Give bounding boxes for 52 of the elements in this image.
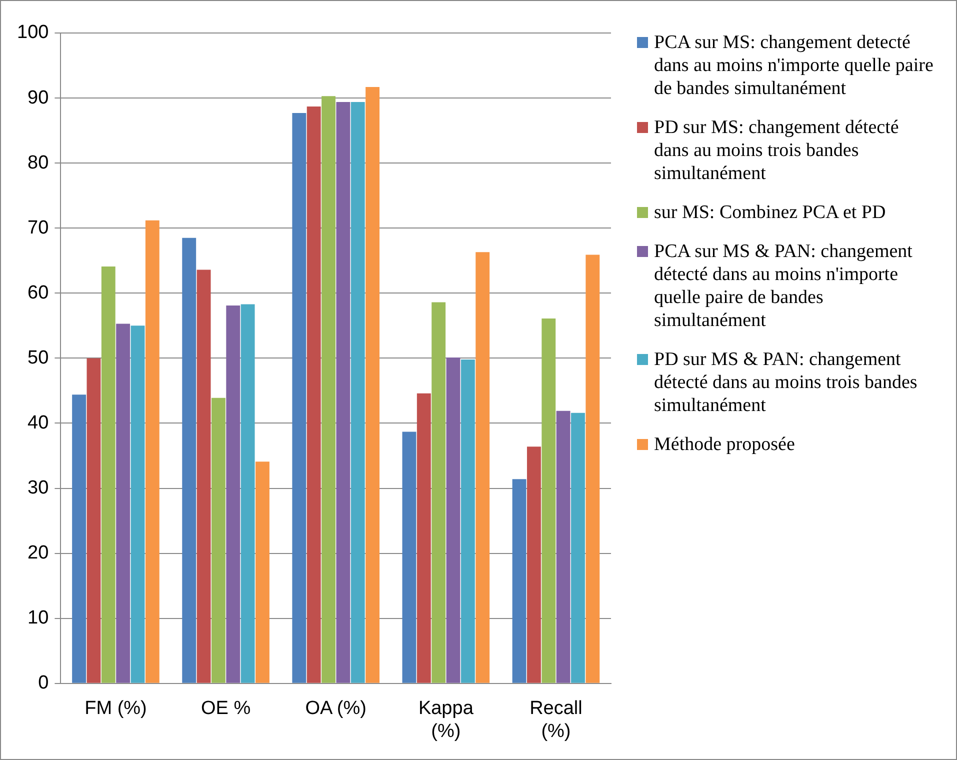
y-tick-label: 50 xyxy=(28,347,49,368)
y-tick-label: 40 xyxy=(28,412,49,434)
y-tick-label: 80 xyxy=(28,152,49,174)
bar xyxy=(130,326,145,683)
bar xyxy=(240,304,255,683)
bar xyxy=(86,358,101,683)
bar xyxy=(182,238,196,683)
bar xyxy=(350,102,365,683)
x-tick-label: Recall (%) xyxy=(530,698,582,742)
x-tick-label: Kappa (%) xyxy=(418,698,474,742)
legend-label: Méthode proposée xyxy=(654,433,795,456)
bar xyxy=(446,358,460,683)
bar xyxy=(322,96,336,683)
x-tick-label: OE % xyxy=(200,698,251,720)
legend-label: PD sur MS & PAN: changement détecté dans au moins trois bandes simultanément xyxy=(654,348,918,417)
y-tick-label: 90 xyxy=(28,87,49,108)
bar xyxy=(211,398,226,683)
bar xyxy=(336,102,350,683)
y-tick-label: 60 xyxy=(28,282,49,304)
bar xyxy=(432,302,446,683)
bar xyxy=(366,86,380,683)
bar xyxy=(116,324,130,683)
y-tick-label: 20 xyxy=(28,542,49,564)
y-tick-label: 10 xyxy=(28,608,49,629)
legend-label: PD sur MS: changement détecté dans au moins trois bandes simultanément xyxy=(654,116,900,185)
bar xyxy=(571,412,585,683)
bar xyxy=(586,254,600,683)
bar xyxy=(460,360,475,683)
bar xyxy=(476,252,490,683)
bar xyxy=(416,393,431,683)
x-tick-label: OA (%) xyxy=(305,698,366,720)
legend-label: sur MS: Combinez PCA et PD xyxy=(654,201,886,224)
x-tick-label: FM (%) xyxy=(84,698,147,720)
legend-label: PCA sur MS & PAN: changement détecté dans au moins n'importe quelle paire de bandes simultanément xyxy=(654,240,914,332)
bar xyxy=(556,410,570,683)
bar xyxy=(306,106,321,683)
bar xyxy=(526,446,541,683)
bar xyxy=(226,306,240,683)
y-tick-label: 100 xyxy=(17,22,49,44)
bar xyxy=(292,113,306,683)
bar xyxy=(101,266,116,683)
bar xyxy=(542,318,556,683)
bar xyxy=(72,394,86,683)
y-tick-label: 0 xyxy=(38,672,49,694)
bar xyxy=(256,462,270,683)
legend-label: PCA sur MS: changement detecté dans au moins n'importe quelle paire de bandes simultanément xyxy=(654,31,934,100)
bar xyxy=(196,270,211,683)
bar xyxy=(402,432,416,683)
bar xyxy=(145,220,160,683)
bar xyxy=(512,479,526,683)
y-tick-label: 30 xyxy=(28,478,49,499)
y-tick-label: 70 xyxy=(28,217,49,238)
